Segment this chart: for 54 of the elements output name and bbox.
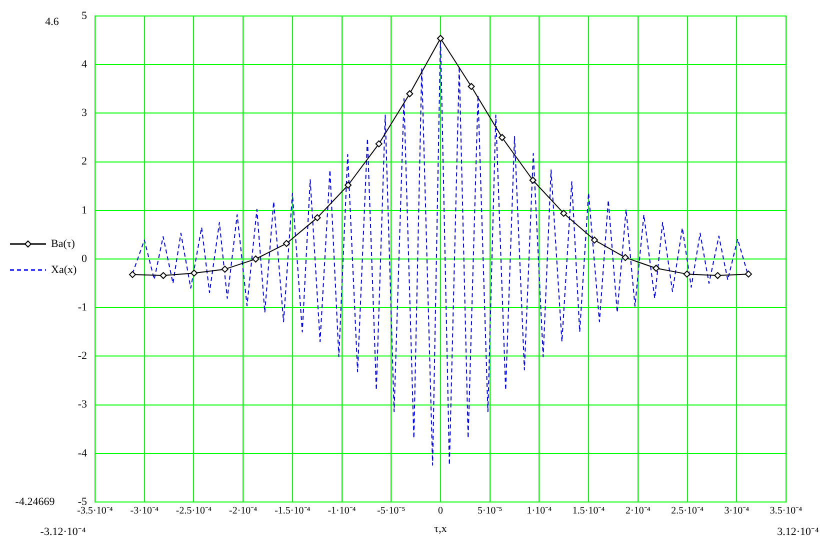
x-tick-label: -3·10⁻⁴ xyxy=(130,506,159,517)
x-tick-label: -1·10⁻⁴ xyxy=(328,506,356,517)
y-tick-label: -4 xyxy=(78,447,88,460)
x-tick-label: 1.5·10⁻⁴ xyxy=(572,506,606,517)
point xyxy=(590,236,598,244)
text: 3.12·10⁻⁴ xyxy=(777,526,820,538)
point xyxy=(160,272,167,280)
text: 4.6 xyxy=(45,16,60,28)
x-tick-label: 5·10⁻⁵ xyxy=(477,506,502,517)
y-tick-label: -3 xyxy=(78,398,88,411)
x-tick-label: -5·10⁻⁵ xyxy=(377,506,406,517)
legend-label: Ba(τ) xyxy=(51,238,75,250)
point xyxy=(652,264,660,272)
point xyxy=(375,140,382,148)
y-tick-label: -5 xyxy=(78,496,88,508)
y-tick-label: 4 xyxy=(82,58,88,70)
x-tick-label: 2.5·10⁻⁴ xyxy=(671,506,704,517)
x-tick-label: 0 xyxy=(438,506,443,517)
x-tick-label: 2·10⁻⁴ xyxy=(626,506,651,517)
point xyxy=(498,134,506,141)
y-tick-label: 0 xyxy=(82,252,88,265)
point xyxy=(283,240,290,247)
point xyxy=(714,272,722,280)
point xyxy=(221,266,228,273)
y-tick-label: 2 xyxy=(82,156,87,168)
x-tick-label: 1·10⁻⁴ xyxy=(526,506,552,517)
x-tick-label: -2·10⁻⁴ xyxy=(228,506,258,517)
legend-label: Xa(x) xyxy=(51,264,77,276)
point xyxy=(744,270,752,278)
point xyxy=(529,176,536,184)
x-tick-label: -1.5·10⁻⁴ xyxy=(274,506,311,517)
x-tick-label: -2.5·10⁻⁴ xyxy=(176,506,212,517)
point xyxy=(129,271,136,278)
point xyxy=(437,34,444,42)
point xyxy=(560,210,568,217)
point xyxy=(344,182,352,189)
point xyxy=(314,214,321,222)
point xyxy=(252,256,260,262)
point xyxy=(406,90,414,98)
point xyxy=(468,82,475,90)
y-tick-label: 3 xyxy=(82,107,88,120)
text: -4.24669 xyxy=(15,496,56,508)
y-tick-label: 5 xyxy=(82,10,88,22)
x-tick-label: 3·10⁻⁴ xyxy=(724,506,750,517)
point xyxy=(190,270,198,277)
x-tick-label: 3.5·10⁻⁴ xyxy=(770,506,803,517)
y-tick-label: 1 xyxy=(82,204,87,216)
y-tick-label: -2 xyxy=(78,350,87,362)
x-tick-label: -3.5·10⁻⁴ xyxy=(77,506,114,517)
point xyxy=(622,254,629,262)
text: -3.12·10⁻⁴ xyxy=(40,526,86,538)
point xyxy=(683,270,690,278)
y-tick-label: -1 xyxy=(78,301,87,314)
x-axis-title: τ,x xyxy=(434,522,448,535)
